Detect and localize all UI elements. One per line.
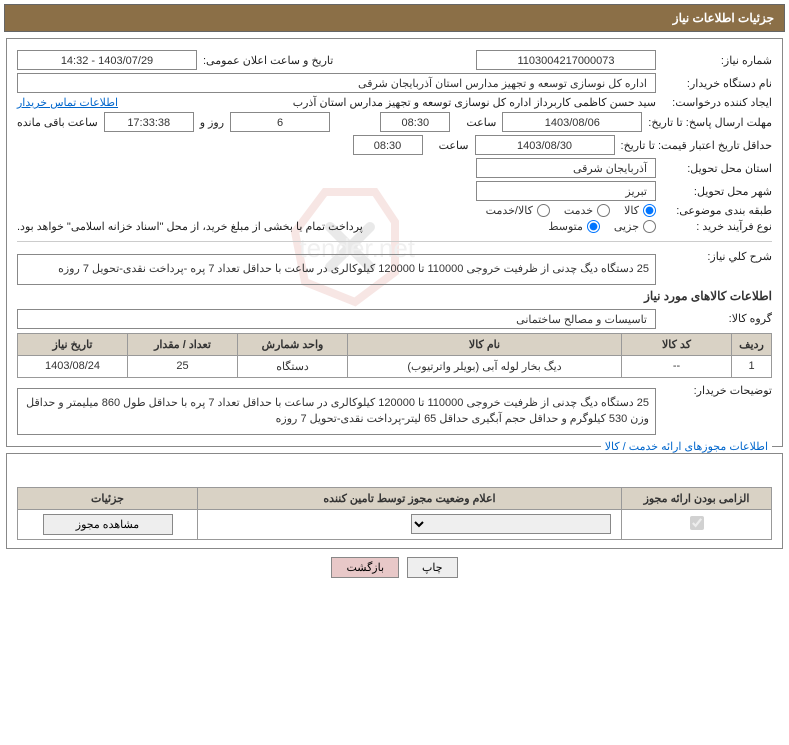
row-category: طبقه بندی موضوعی: کالا خدمت کالا/خدمت [17,204,772,217]
radio-service-input[interactable] [597,204,610,217]
td-qty: 25 [128,355,238,377]
summary-field: 25 دستگاه دیگ چدنی از ظرفیت خروجی 110000… [17,254,656,285]
th-row: ردیف [732,333,772,355]
row-city: شهر محل تحویل: تبریز [17,181,772,201]
th-qty: تعداد / مقدار [128,333,238,355]
radio-goods-input[interactable] [643,204,656,217]
buyer-desc-label: توضیحات خریدار: [662,384,772,397]
province-field: آذربایجان شرقی [476,158,656,178]
td-status [198,509,622,539]
announce-dt-field: 1403/07/29 - 14:32 [17,50,197,70]
requester-label: ایجاد کننده درخواست: [662,96,772,109]
purchase-type-label: نوع فرآیند خرید : [662,220,772,233]
row-purchase-type: نوع فرآیند خرید : جزیی متوسط پرداخت تمام… [17,220,772,233]
hours-remaining-field: 17:33:38 [104,112,194,132]
radio-goods-service-input[interactable] [537,204,550,217]
summary-label: شرح کلي نیاز: [662,250,772,263]
permits-panel-title: اطلاعات مجوزهای ارائه خدمت / کالا [601,440,772,453]
goods-group-label: گروه کالا: [662,312,772,325]
time-label-1: ساعت [456,116,496,129]
buyer-desc-field: 25 دستگاه دیگ چدنی از ظرفیت خروجی 110000… [17,388,656,435]
view-permit-button[interactable]: مشاهده مجوز [43,514,173,535]
goods-group-field: تاسیسات و مصالح ساختمانی [17,309,656,329]
mandatory-checkbox [690,516,704,530]
footer-buttons: چاپ بازگشت [0,557,789,578]
th-mandatory: الزامی بودن ارائه مجوز [622,487,772,509]
table-row: 1 -- دیگ بخار لوله آبی (بویلر واترتیوب) … [18,355,772,377]
purchase-note: پرداخت تمام یا بخشی از مبلغ خرید، از محل… [17,220,363,233]
category-label: طبقه بندی موضوعی: [662,204,772,217]
goods-info-title: اطلاعات کالاهای مورد نیاز [17,289,772,303]
td-code: -- [622,355,732,377]
requester-text: سید حسن کاظمی کاربرداز اداره کل نوسازی ت… [124,96,656,109]
radio-medium-input[interactable] [587,220,600,233]
radio-service-label: خدمت [564,204,593,217]
radio-small[interactable]: جزیی [614,220,656,233]
td-unit: دستگاه [238,355,348,377]
td-details: مشاهده مجوز [18,509,198,539]
radio-medium-label: متوسط [548,220,583,233]
city-field: تبریز [476,181,656,201]
td-date: 1403/08/24 [18,355,128,377]
permits-row: مشاهده مجوز [18,509,772,539]
goods-table-header-row: ردیف کد کالا نام کالا واحد شمارش تعداد /… [18,333,772,355]
row-deadline: مهلت ارسال پاسخ: تا تاریخ: 1403/08/06 سا… [17,112,772,132]
permits-header-row: الزامی بودن ارائه مجوز اعلام وضعیت مجوز … [18,487,772,509]
radio-small-label: جزیی [614,220,639,233]
validity-date-field: 1403/08/30 [475,135,615,155]
radio-service[interactable]: خدمت [564,204,610,217]
purchase-type-radio-group: جزیی متوسط [548,220,656,233]
th-code: کد کالا [622,333,732,355]
row-buyer-desc: توضیحات خریدار: 25 دستگاه دیگ چدنی از ظر… [17,384,772,435]
days-remaining-field: 6 [230,112,330,132]
goods-table: ردیف کد کالا نام کالا واحد شمارش تعداد /… [17,333,772,378]
back-button[interactable]: بازگشت [331,557,399,578]
row-need-number: شماره نیاز: 1103004217000073 تاریخ و ساع… [17,50,772,70]
radio-goods[interactable]: کالا [624,204,656,217]
remaining-text: ساعت باقی مانده [17,116,98,129]
buyer-field: اداره کل نوسازی توسعه و تجهیز مدارس استا… [17,73,656,93]
deadline-label: مهلت ارسال پاسخ: تا تاریخ: [648,116,772,129]
th-unit: واحد شمارش [238,333,348,355]
row-summary: شرح کلي نیاز: 25 دستگاه دیگ چدنی از ظرفی… [17,250,772,285]
radio-goods-label: کالا [624,204,639,217]
th-date: تاریخ نیاز [18,333,128,355]
row-buyer: نام دستگاه خریدار: اداره کل نوسازی توسعه… [17,73,772,93]
main-form-panel: tender.net شماره نیاز: 1103004217000073 … [6,38,783,447]
radio-small-input[interactable] [643,220,656,233]
td-mandatory [622,509,772,539]
deadline-time-field: 08:30 [380,112,450,132]
days-and-text: روز و [200,116,224,129]
permits-panel: اطلاعات مجوزهای ارائه خدمت / کالا الزامی… [6,453,783,549]
province-label: استان محل تحویل: [662,162,772,175]
print-button[interactable]: چاپ [407,557,458,578]
radio-goods-service-label: کالا/خدمت [486,204,533,217]
page-title: جزئیات اطلاعات نیاز [673,11,774,25]
td-idx: 1 [732,355,772,377]
status-select[interactable] [411,514,611,534]
row-requester: ایجاد کننده درخواست: سید حسن کاظمی کاربر… [17,96,772,109]
buyer-label: نام دستگاه خریدار: [662,77,772,90]
deadline-date-field: 1403/08/06 [502,112,642,132]
page-header: جزئیات اطلاعات نیاز [4,4,785,32]
row-goods-group: گروه کالا: تاسیسات و مصالح ساختمانی [17,309,772,329]
row-validity: حداقل تاریخ اعتبار قیمت: تا تاریخ: 1403/… [17,135,772,155]
time-label-2: ساعت [429,139,469,152]
radio-medium[interactable]: متوسط [548,220,600,233]
announce-dt-label: تاریخ و ساعت اعلان عمومی: [203,54,333,67]
th-status: اعلام وضعیت مجوز توسط تامین کننده [198,487,622,509]
permits-table: الزامی بودن ارائه مجوز اعلام وضعیت مجوز … [17,487,772,540]
th-details: جزئیات [18,487,198,509]
need-number-field: 1103004217000073 [476,50,656,70]
row-province: استان محل تحویل: آذربایجان شرقی [17,158,772,178]
radio-goods-service[interactable]: کالا/خدمت [486,204,550,217]
th-name: نام کالا [348,333,622,355]
td-name: دیگ بخار لوله آبی (بویلر واترتیوب) [348,355,622,377]
buyer-contact-link[interactable]: اطلاعات تماس خریدار [17,96,118,109]
validity-time-field: 08:30 [353,135,423,155]
need-number-label: شماره نیاز: [662,54,772,67]
validity-label: حداقل تاریخ اعتبار قیمت: تا تاریخ: [621,139,772,152]
city-label: شهر محل تحویل: [662,185,772,198]
category-radio-group: کالا خدمت کالا/خدمت [486,204,656,217]
